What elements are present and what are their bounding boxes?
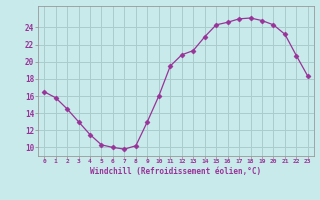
X-axis label: Windchill (Refroidissement éolien,°C): Windchill (Refroidissement éolien,°C) — [91, 167, 261, 176]
